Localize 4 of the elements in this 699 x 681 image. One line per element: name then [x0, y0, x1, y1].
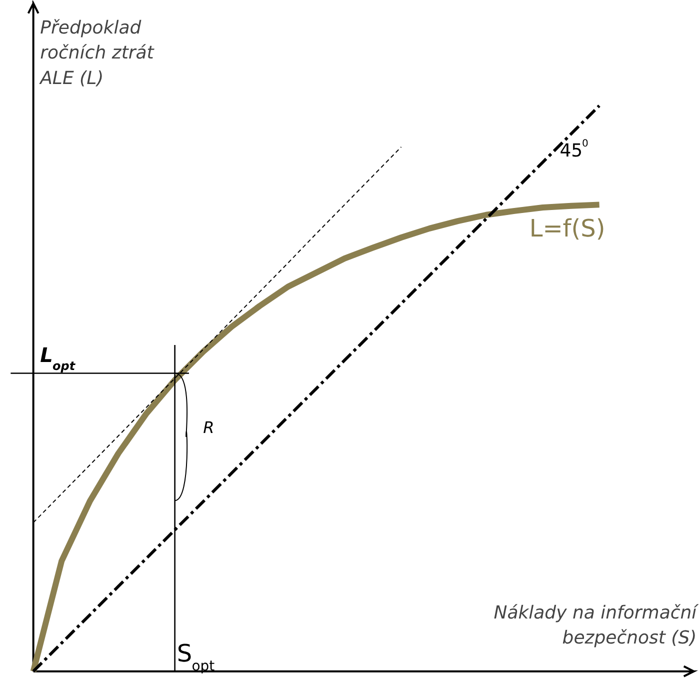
series-label: L=f(S): [529, 214, 606, 243]
x-axis-title: Náklady na informační bezpečnost (S): [494, 602, 699, 649]
y-axis-title: Předpoklad ročních ztrát ALE (L): [39, 17, 155, 89]
annotation: R: [203, 418, 214, 437]
